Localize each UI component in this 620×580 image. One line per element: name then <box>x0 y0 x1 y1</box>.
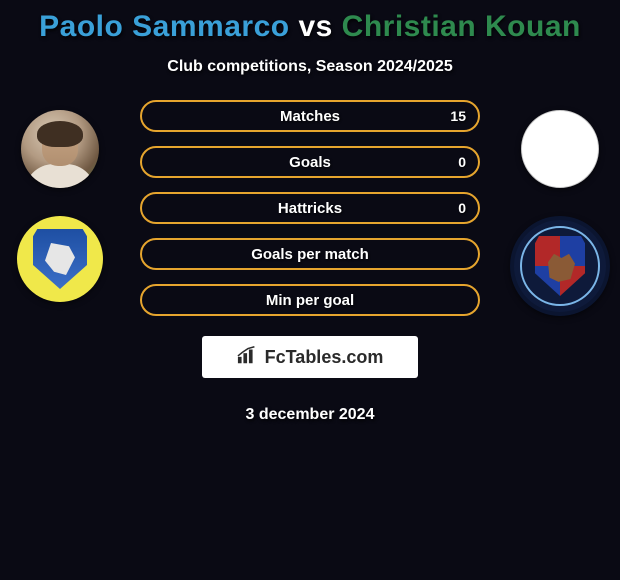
stat-row-hattricks: Hattricks 0 <box>140 192 480 224</box>
date-text: 3 december 2024 <box>246 406 375 424</box>
stat-row-goals: Goals 0 <box>140 146 480 178</box>
title-row: Paolo Sammarco vs Christian Kouan <box>0 4 620 46</box>
left-side <box>0 100 120 302</box>
bar-chart-icon <box>237 345 259 370</box>
stat-label: Matches <box>280 108 340 125</box>
stat-label: Goals per match <box>251 246 369 263</box>
player2-club-crest <box>510 216 610 316</box>
player2-photo <box>521 110 599 188</box>
stat-right-value: 0 <box>458 154 466 170</box>
stat-row-min-per-goal: Min per goal <box>140 284 480 316</box>
comparison-card: Paolo Sammarco vs Christian Kouan Club c… <box>0 0 620 424</box>
stats-center: Matches 15 Goals 0 Hattricks 0 Goals per… <box>120 100 500 424</box>
stat-row-goals-per-match: Goals per match <box>140 238 480 270</box>
stat-right-value: 15 <box>450 108 466 124</box>
stat-label: Hattricks <box>278 200 342 217</box>
player2-name: Christian Kouan <box>342 10 581 43</box>
vs-separator: vs <box>298 10 332 43</box>
brand-text: FcTables.com <box>265 347 384 368</box>
stat-row-matches: Matches 15 <box>140 100 480 132</box>
brand-box[interactable]: FcTables.com <box>202 336 418 378</box>
player1-name: Paolo Sammarco <box>39 10 289 43</box>
stat-label: Min per goal <box>266 292 354 309</box>
main-layout: Matches 15 Goals 0 Hattricks 0 Goals per… <box>0 100 620 424</box>
player1-photo <box>21 110 99 188</box>
subtitle: Club competitions, Season 2024/2025 <box>0 46 620 100</box>
right-side <box>500 100 620 316</box>
stat-right-value: 0 <box>458 200 466 216</box>
player1-club-crest <box>17 216 103 302</box>
stat-label: Goals <box>289 154 331 171</box>
